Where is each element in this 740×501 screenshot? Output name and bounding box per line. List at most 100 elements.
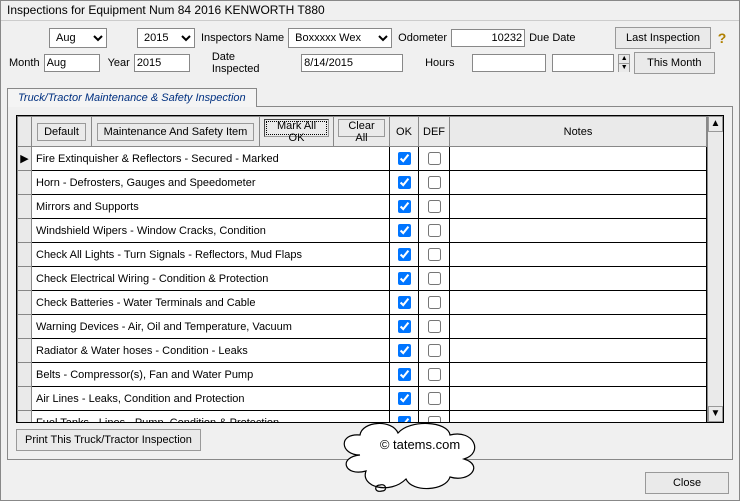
item-cell[interactable]: Fire Extinquisher & Reflectors - Secured…: [32, 147, 390, 171]
def-checkbox[interactable]: [419, 147, 450, 171]
item-cell[interactable]: Fuel Tanks - Lines - Pump, Condition & P…: [32, 411, 390, 423]
item-cell[interactable]: Belts - Compressor(s), Fan and Water Pum…: [32, 363, 390, 387]
row-selector[interactable]: [18, 267, 32, 291]
item-cell[interactable]: Horn - Defrosters, Gauges and Speedomete…: [32, 171, 390, 195]
def-checkbox[interactable]: [419, 363, 450, 387]
ok-checkbox[interactable]: [390, 195, 419, 219]
row-selector[interactable]: [18, 291, 32, 315]
notes-cell[interactable]: [450, 291, 707, 315]
notes-cell[interactable]: [450, 339, 707, 363]
ok-checkbox[interactable]: [390, 315, 419, 339]
ok-checkbox[interactable]: [390, 171, 419, 195]
year-combo[interactable]: 2015: [137, 28, 195, 48]
notes-cell[interactable]: [450, 363, 707, 387]
def-checkbox[interactable]: [419, 339, 450, 363]
vertical-scrollbar[interactable]: ▲ ▼: [707, 116, 723, 422]
item-cell[interactable]: Check All Lights - Turn Signals - Reflec…: [32, 243, 390, 267]
date-inspected-input[interactable]: [301, 54, 403, 72]
notes-cell[interactable]: [450, 195, 707, 219]
notes-cell[interactable]: [450, 219, 707, 243]
notes-cell[interactable]: [450, 171, 707, 195]
row-selector[interactable]: [18, 339, 32, 363]
year-input[interactable]: [134, 54, 190, 72]
def-checkbox[interactable]: [419, 171, 450, 195]
scroll-down-icon[interactable]: ▼: [708, 406, 723, 422]
ok-checkbox[interactable]: [390, 339, 419, 363]
table-row[interactable]: Warning Devices - Air, Oil and Temperatu…: [18, 315, 707, 339]
ok-checkbox[interactable]: [390, 219, 419, 243]
table-row[interactable]: Fuel Tanks - Lines - Pump, Condition & P…: [18, 411, 707, 423]
item-cell[interactable]: Radiator & Water hoses - Condition - Lea…: [32, 339, 390, 363]
def-checkbox[interactable]: [419, 195, 450, 219]
row-selector[interactable]: [18, 315, 32, 339]
tab-strip: Truck/Tractor Maintenance & Safety Inspe…: [1, 87, 739, 106]
item-cell[interactable]: Check Batteries - Water Terminals and Ca…: [32, 291, 390, 315]
item-cell[interactable]: Warning Devices - Air, Oil and Temperatu…: [32, 315, 390, 339]
table-row[interactable]: Windshield Wipers - Window Cracks, Condi…: [18, 219, 707, 243]
tab-maintenance[interactable]: Truck/Tractor Maintenance & Safety Inspe…: [7, 88, 257, 107]
notes-cell[interactable]: [450, 243, 707, 267]
month-input[interactable]: [44, 54, 100, 72]
row-selector[interactable]: [18, 387, 32, 411]
item-cell[interactable]: Air Lines - Leaks, Condition and Protect…: [32, 387, 390, 411]
table-row[interactable]: Mirrors and Supports: [18, 195, 707, 219]
def-checkbox[interactable]: [419, 291, 450, 315]
def-checkbox[interactable]: [419, 315, 450, 339]
notes-cell[interactable]: [450, 147, 707, 171]
table-row[interactable]: Check Electrical Wiring - Condition & Pr…: [18, 267, 707, 291]
filter-panel: Aug 2015 Inspectors Name Boxxxxx Wex Odo…: [1, 21, 739, 81]
item-cell[interactable]: Check Electrical Wiring - Condition & Pr…: [32, 267, 390, 291]
table-row[interactable]: ▶Fire Extinquisher & Reflectors - Secure…: [18, 147, 707, 171]
def-checkbox[interactable]: [419, 267, 450, 291]
month-combo[interactable]: Aug: [49, 28, 107, 48]
ok-checkbox[interactable]: [390, 387, 419, 411]
row-selector[interactable]: [18, 195, 32, 219]
notes-cell[interactable]: [450, 411, 707, 423]
default-button[interactable]: Default: [37, 123, 86, 141]
close-button[interactable]: Close: [645, 472, 729, 494]
def-checkbox[interactable]: [419, 219, 450, 243]
table-row[interactable]: Air Lines - Leaks, Condition and Protect…: [18, 387, 707, 411]
table-row[interactable]: Belts - Compressor(s), Fan and Water Pum…: [18, 363, 707, 387]
item-cell[interactable]: Windshield Wipers - Window Cracks, Condi…: [32, 219, 390, 243]
ok-checkbox[interactable]: [390, 147, 419, 171]
this-month-button[interactable]: This Month: [634, 52, 715, 74]
def-checkbox[interactable]: [419, 243, 450, 267]
ok-checkbox[interactable]: [390, 291, 419, 315]
odometer-input[interactable]: [451, 29, 525, 47]
notes-cell[interactable]: [450, 315, 707, 339]
due-date-input[interactable]: [552, 54, 614, 72]
mark-all-ok-button[interactable]: Mark All OK: [264, 119, 329, 137]
row-selector[interactable]: [18, 411, 32, 423]
notes-cell[interactable]: [450, 267, 707, 291]
ok-checkbox[interactable]: [390, 243, 419, 267]
row-selector[interactable]: [18, 219, 32, 243]
table-row[interactable]: Check Batteries - Water Terminals and Ca…: [18, 291, 707, 315]
row-selector[interactable]: [18, 363, 32, 387]
footer: Close: [1, 466, 739, 500]
notes-cell[interactable]: [450, 387, 707, 411]
clear-all-button[interactable]: Clear All: [338, 119, 385, 137]
month-label: Month: [9, 57, 40, 69]
def-checkbox[interactable]: [419, 387, 450, 411]
row-selector[interactable]: [18, 171, 32, 195]
item-cell[interactable]: Mirrors and Supports: [32, 195, 390, 219]
ok-checkbox[interactable]: [390, 363, 419, 387]
maintenance-item-button[interactable]: Maintenance And Safety Item: [97, 123, 255, 141]
last-inspection-button[interactable]: Last Inspection: [615, 27, 711, 49]
scroll-up-icon[interactable]: ▲: [708, 116, 723, 132]
ok-checkbox[interactable]: [390, 411, 419, 423]
year-label: Year: [108, 57, 130, 69]
hours-input[interactable]: [472, 54, 546, 72]
table-row[interactable]: Check All Lights - Turn Signals - Reflec…: [18, 243, 707, 267]
due-date-spinner[interactable]: ▲▼: [618, 54, 630, 72]
inspector-combo[interactable]: Boxxxxx Wex: [288, 28, 392, 48]
row-selector[interactable]: ▶: [18, 147, 32, 171]
print-inspection-button[interactable]: Print This Truck/Tractor Inspection: [16, 429, 201, 451]
def-checkbox[interactable]: [419, 411, 450, 423]
table-row[interactable]: Horn - Defrosters, Gauges and Speedomete…: [18, 171, 707, 195]
row-selector[interactable]: [18, 243, 32, 267]
ok-checkbox[interactable]: [390, 267, 419, 291]
help-icon[interactable]: ?: [713, 29, 731, 47]
table-row[interactable]: Radiator & Water hoses - Condition - Lea…: [18, 339, 707, 363]
